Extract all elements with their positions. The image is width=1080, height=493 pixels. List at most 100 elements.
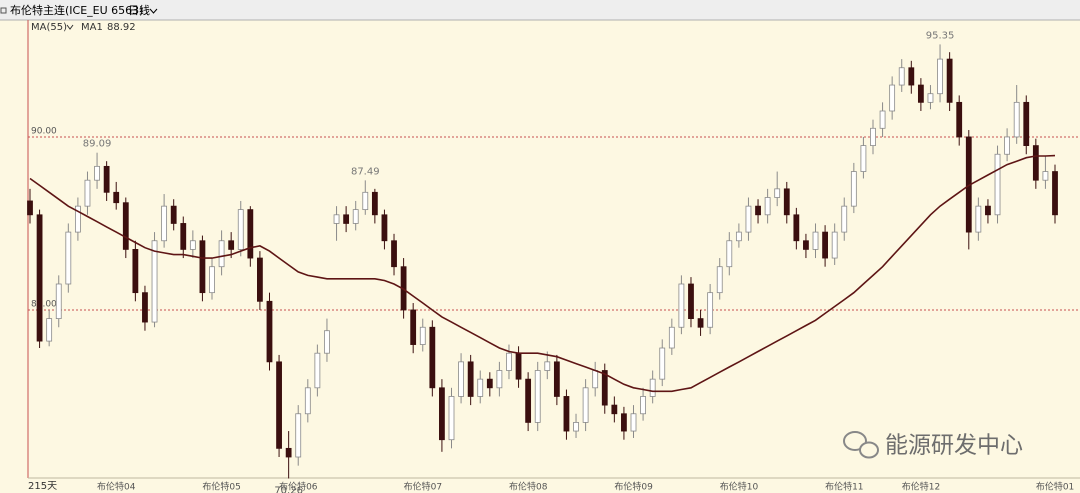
x-tick-label: 布伦特08 bbox=[509, 481, 548, 493]
candle-body bbox=[74, 205, 81, 233]
candle-body bbox=[113, 191, 120, 204]
candle-body bbox=[142, 292, 148, 323]
candle-body bbox=[189, 240, 196, 250]
candle-body bbox=[448, 396, 455, 441]
candle-body bbox=[812, 231, 819, 250]
candle-body bbox=[822, 231, 828, 259]
candle-body bbox=[544, 361, 551, 371]
candle-body bbox=[793, 214, 800, 242]
candle-body bbox=[46, 318, 53, 342]
candle-body bbox=[927, 93, 934, 103]
candle-body bbox=[515, 352, 522, 380]
candle-body bbox=[879, 110, 886, 129]
candle-body bbox=[831, 231, 838, 259]
candle-body bbox=[870, 127, 876, 147]
candle-body bbox=[486, 378, 493, 389]
period-selector[interactable]: 日线 bbox=[128, 3, 150, 17]
candle-body bbox=[611, 404, 618, 415]
toolbar-icon bbox=[0, 7, 7, 14]
x-tick-label: 布伦特07 bbox=[404, 481, 442, 493]
candle-body bbox=[745, 205, 752, 233]
candle-body bbox=[391, 240, 397, 268]
candle-body bbox=[1004, 136, 1011, 155]
candle-body bbox=[199, 240, 206, 294]
candle-body bbox=[496, 370, 503, 389]
period-dropdown-arrow[interactable] bbox=[149, 8, 158, 14]
candle-body bbox=[266, 300, 273, 363]
candle-body bbox=[247, 209, 254, 259]
candle-body bbox=[803, 240, 809, 250]
candle-body bbox=[467, 361, 474, 397]
indicator-name[interactable]: MA(55) bbox=[31, 22, 67, 33]
watermark-icon bbox=[859, 441, 879, 459]
candle-body bbox=[668, 326, 675, 349]
candle-body bbox=[1023, 101, 1030, 147]
candle-body bbox=[151, 240, 158, 323]
candle-body bbox=[889, 84, 896, 112]
candle-body bbox=[640, 396, 646, 415]
instrument-title: 布伦特主连(ICE_EU 6563) bbox=[10, 3, 143, 17]
candle-body bbox=[985, 205, 991, 216]
x-tick-label: 布伦特06 bbox=[279, 481, 318, 493]
x-tick-label: 布伦特04 bbox=[97, 481, 136, 493]
candle-body bbox=[458, 361, 464, 397]
period-count: 215天 bbox=[28, 481, 57, 492]
candle-body bbox=[439, 387, 445, 441]
candle-body bbox=[1042, 171, 1049, 181]
candle-body bbox=[237, 209, 244, 250]
watermark-icon bbox=[843, 431, 867, 451]
high-annotation: 95.35 bbox=[926, 30, 955, 41]
indicator-dropdown-arrow[interactable] bbox=[66, 24, 74, 30]
candle-body bbox=[276, 361, 282, 449]
candle-body bbox=[726, 240, 733, 268]
candle-body bbox=[946, 58, 953, 103]
low-annotation: 70.26 bbox=[274, 485, 303, 493]
x-tick-label: 布伦特12 bbox=[902, 481, 940, 493]
candle-body bbox=[592, 370, 599, 389]
candle-body bbox=[362, 191, 369, 211]
candle-body bbox=[630, 413, 637, 432]
candle-body bbox=[1013, 101, 1020, 138]
candle-body bbox=[850, 171, 857, 207]
candle-body bbox=[343, 214, 350, 224]
candle-body bbox=[783, 188, 790, 216]
candle-body bbox=[304, 387, 311, 415]
toolbar bbox=[0, 0, 1080, 20]
candle-body bbox=[735, 231, 742, 242]
candle-body bbox=[180, 223, 187, 250]
candle-body bbox=[860, 145, 867, 172]
candle-body bbox=[285, 447, 292, 458]
high-annotation: 89.09 bbox=[83, 139, 112, 150]
watermark: 能源研发中心 bbox=[843, 431, 1023, 459]
candle-body bbox=[582, 387, 589, 423]
candle-body bbox=[764, 197, 771, 216]
candle-body bbox=[218, 240, 225, 268]
candle-body bbox=[841, 205, 848, 233]
y-tick-label: 90.00 bbox=[31, 126, 57, 136]
candle-body bbox=[898, 67, 905, 86]
candle-body bbox=[122, 202, 129, 250]
candle-body bbox=[161, 205, 168, 242]
candle-body bbox=[333, 214, 340, 224]
candle-body bbox=[324, 330, 330, 354]
candle-body bbox=[975, 205, 982, 233]
candle-body bbox=[774, 188, 781, 198]
x-tick-label: 布伦特09 bbox=[614, 481, 653, 493]
y-tick-label: 80.00 bbox=[31, 299, 57, 309]
candle-body bbox=[371, 191, 378, 216]
candle-body bbox=[573, 422, 579, 432]
candle-body bbox=[506, 352, 512, 371]
candle-body bbox=[908, 67, 915, 86]
candle-body bbox=[419, 326, 426, 345]
candle-body bbox=[103, 165, 110, 193]
candle-body bbox=[956, 101, 963, 138]
candle-body bbox=[659, 347, 666, 380]
candle-body bbox=[295, 413, 302, 458]
candle-body bbox=[525, 378, 532, 423]
x-tick-label: 布伦特10 bbox=[720, 481, 759, 493]
candle-body bbox=[601, 370, 608, 406]
candle-body bbox=[994, 153, 1001, 216]
ma-line bbox=[29, 154, 1056, 393]
candle-body bbox=[352, 209, 359, 224]
candle-body bbox=[553, 361, 560, 397]
